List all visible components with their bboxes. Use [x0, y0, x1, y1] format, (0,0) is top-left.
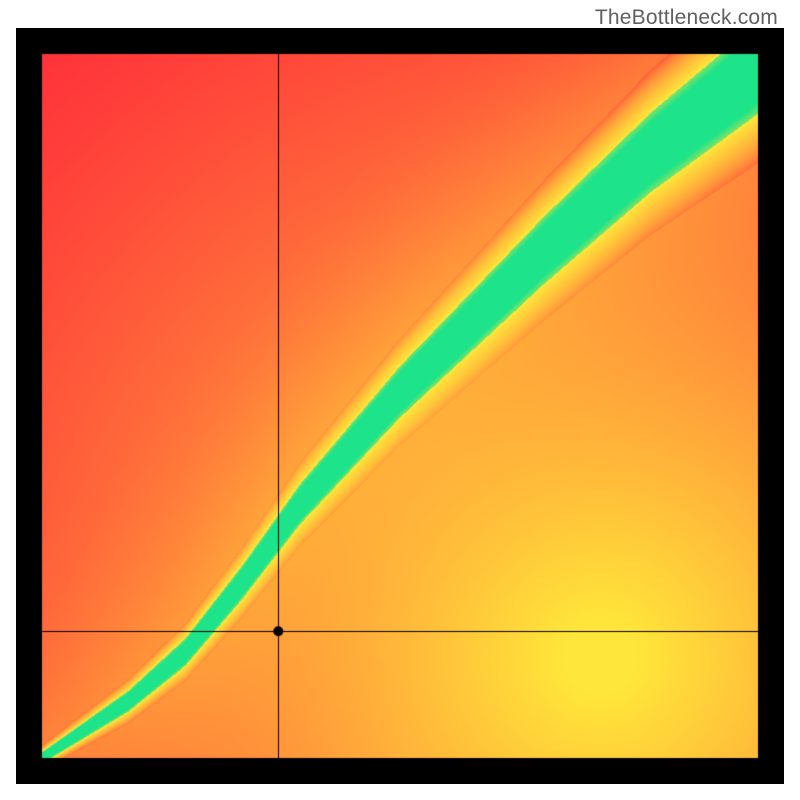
- heatmap-canvas: [16, 28, 784, 784]
- watermark-text: TheBottleneck.com: [595, 6, 778, 30]
- chart-container: TheBottleneck.com: [0, 0, 800, 800]
- heatmap-plot: [16, 28, 784, 784]
